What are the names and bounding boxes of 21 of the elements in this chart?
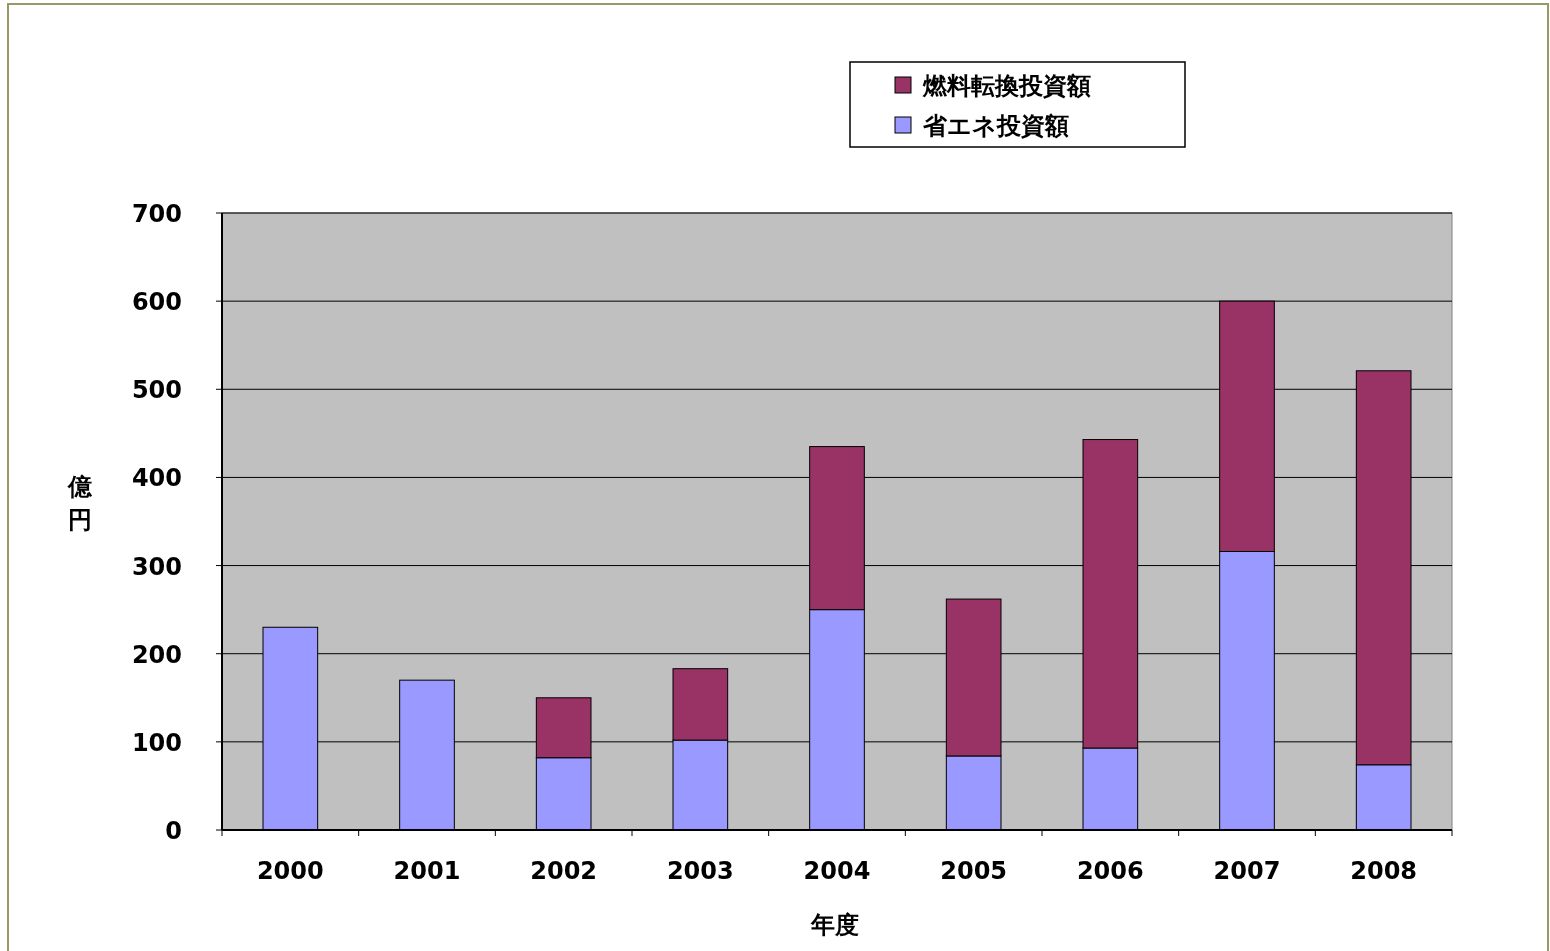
legend-label: 省エネ投資額 <box>922 112 1069 140</box>
x-tick-label: 2001 <box>393 857 461 885</box>
x-tick-label: 2004 <box>803 857 871 885</box>
x-tick-label: 2005 <box>940 857 1008 885</box>
x-tick-label: 2006 <box>1076 857 1144 885</box>
y-tick-label: 300 <box>131 552 182 581</box>
y-tick-label: 600 <box>131 288 182 317</box>
y-tick-label: 100 <box>131 728 182 757</box>
x-tick-label: 2002 <box>530 857 598 885</box>
x-axis-title: 年度 <box>810 911 859 939</box>
x-tick-label: 2008 <box>1350 857 1418 885</box>
y-tick-label: 400 <box>131 464 182 493</box>
x-tick-label: 2007 <box>1213 857 1281 885</box>
x-tick-label: 2003 <box>666 857 734 885</box>
y-tick-label: 700 <box>131 200 182 228</box>
y-tick-label: 0 <box>165 817 182 845</box>
legend-label: 燃料転換投資額 <box>922 72 1091 100</box>
y-tick-label: 500 <box>131 376 182 405</box>
x-tick-label: 2000 <box>256 857 324 885</box>
y-tick-label: 200 <box>131 640 182 669</box>
y-axis-title: 億円 <box>67 473 93 534</box>
